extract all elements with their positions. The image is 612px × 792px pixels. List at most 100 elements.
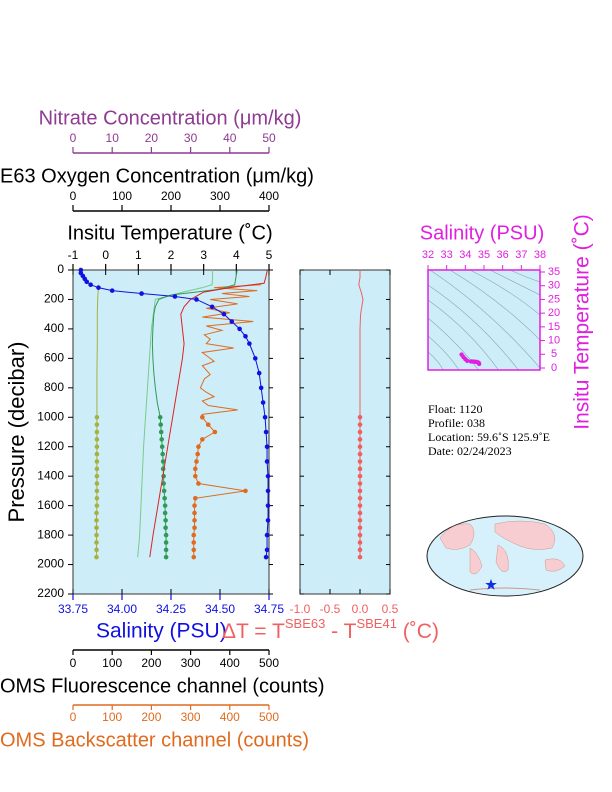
profile-point bbox=[357, 429, 363, 435]
ts-y-label: Insitu Temperature (˚C) bbox=[571, 214, 594, 430]
profile-point bbox=[193, 495, 198, 501]
ts-point bbox=[476, 361, 482, 367]
profile-point bbox=[265, 473, 271, 479]
profile-line bbox=[149, 269, 268, 558]
y-tick-label: 1400 bbox=[37, 468, 64, 482]
profile-point bbox=[209, 304, 215, 310]
map-antarctica bbox=[469, 587, 541, 591]
profile-point bbox=[191, 547, 197, 553]
x-tick-label: 0 bbox=[102, 248, 109, 262]
profile-line bbox=[151, 269, 238, 418]
profile-point bbox=[162, 503, 168, 508]
profile-point bbox=[94, 547, 99, 553]
profile-point bbox=[264, 459, 270, 464]
profile-point bbox=[357, 473, 363, 479]
x-tick-label: -0.5 bbox=[320, 602, 341, 616]
profile-point bbox=[258, 385, 264, 391]
profile-point bbox=[265, 503, 271, 508]
ts-title: Salinity (PSU) bbox=[420, 222, 544, 244]
profile-line bbox=[358, 270, 364, 418]
x-tick-label: 200 bbox=[141, 656, 161, 670]
profile-point bbox=[247, 341, 252, 346]
x-tick-label: 38 bbox=[534, 249, 546, 261]
profile-point bbox=[357, 495, 363, 501]
y-tick-label: 0 bbox=[57, 262, 64, 276]
profile-line bbox=[199, 284, 262, 418]
y-tick-label: 15 bbox=[548, 321, 560, 333]
profile-point bbox=[94, 451, 100, 457]
x-tick-label: 34.25 bbox=[156, 602, 186, 616]
x-tick-label: 500 bbox=[259, 710, 279, 724]
profile-point bbox=[357, 488, 363, 494]
profile-point bbox=[256, 370, 262, 376]
profile-point bbox=[94, 518, 99, 523]
x-tick-label: 10 bbox=[106, 131, 120, 145]
profile-point bbox=[237, 326, 242, 332]
info-line: Profile: 038 bbox=[428, 416, 485, 430]
x-axis-label: Insitu Temperature (˚C) bbox=[67, 222, 272, 244]
profile-point bbox=[357, 437, 363, 442]
density-contours bbox=[428, 270, 540, 370]
x-tick-label: 400 bbox=[220, 656, 240, 670]
profile-point bbox=[243, 333, 248, 339]
x-tick-label: 34 bbox=[459, 249, 471, 261]
y-tick-label: 5 bbox=[551, 348, 557, 360]
profile-point bbox=[161, 481, 166, 486]
profile-point bbox=[193, 473, 198, 479]
x-tick-label: 34.00 bbox=[107, 602, 137, 616]
profile-point bbox=[163, 532, 169, 538]
x-tick-label: -1 bbox=[68, 248, 79, 262]
x-tick-label: 100 bbox=[102, 656, 122, 670]
x-tick-label: 200 bbox=[161, 189, 181, 203]
x-tick-label: 30 bbox=[184, 131, 198, 145]
profile-point bbox=[357, 532, 363, 538]
profile-point bbox=[195, 451, 200, 457]
y-tick-label: 20 bbox=[548, 307, 560, 319]
profile-point bbox=[109, 288, 115, 293]
x-tick-label: 0 bbox=[70, 710, 77, 724]
profile-point bbox=[357, 554, 363, 560]
profile-point bbox=[357, 414, 363, 420]
y-tick-label: 1600 bbox=[37, 498, 64, 512]
profile-point bbox=[265, 488, 271, 494]
profile-point bbox=[263, 554, 269, 560]
profile-point bbox=[94, 437, 100, 442]
profile-point bbox=[94, 481, 100, 486]
map-land bbox=[439, 523, 475, 550]
profile-point bbox=[84, 279, 90, 285]
profile-point bbox=[265, 518, 271, 523]
delta-label-sup: SBE63 bbox=[285, 616, 325, 631]
x-tick-label: 3 bbox=[200, 248, 207, 262]
x-tick-label: 40 bbox=[223, 131, 237, 145]
profile-point bbox=[357, 444, 363, 450]
profile-point bbox=[94, 495, 100, 501]
profile-point bbox=[94, 503, 100, 508]
profile-point bbox=[163, 554, 169, 560]
profile-point bbox=[200, 437, 205, 442]
info-line: Date: 02/24/2023 bbox=[428, 444, 512, 458]
x-tick-label: 400 bbox=[259, 189, 279, 203]
profile-point bbox=[357, 422, 363, 427]
x-tick-label: 2 bbox=[168, 248, 175, 262]
profile-point bbox=[264, 532, 270, 538]
profile-point bbox=[260, 400, 266, 405]
profile-point bbox=[162, 510, 168, 516]
x-axis-label: OMS Backscatter channel (counts) bbox=[0, 729, 309, 751]
x-tick-label: 200 bbox=[141, 710, 161, 724]
profile-point bbox=[194, 459, 199, 464]
float-location-star bbox=[485, 579, 497, 590]
profile-point bbox=[205, 422, 211, 427]
profile-point bbox=[229, 319, 235, 324]
x-tick-label: 5 bbox=[266, 248, 273, 262]
y-tick-label: 600 bbox=[44, 351, 64, 365]
profile-point bbox=[96, 285, 101, 290]
profile-point bbox=[160, 451, 165, 457]
profile-point bbox=[357, 547, 363, 553]
profile-point bbox=[221, 311, 227, 317]
profile-point bbox=[262, 414, 268, 420]
profile-point bbox=[357, 481, 363, 486]
profile-point bbox=[139, 291, 144, 296]
profile-point bbox=[357, 451, 363, 457]
map-land bbox=[544, 558, 566, 572]
profile-point bbox=[160, 459, 166, 464]
